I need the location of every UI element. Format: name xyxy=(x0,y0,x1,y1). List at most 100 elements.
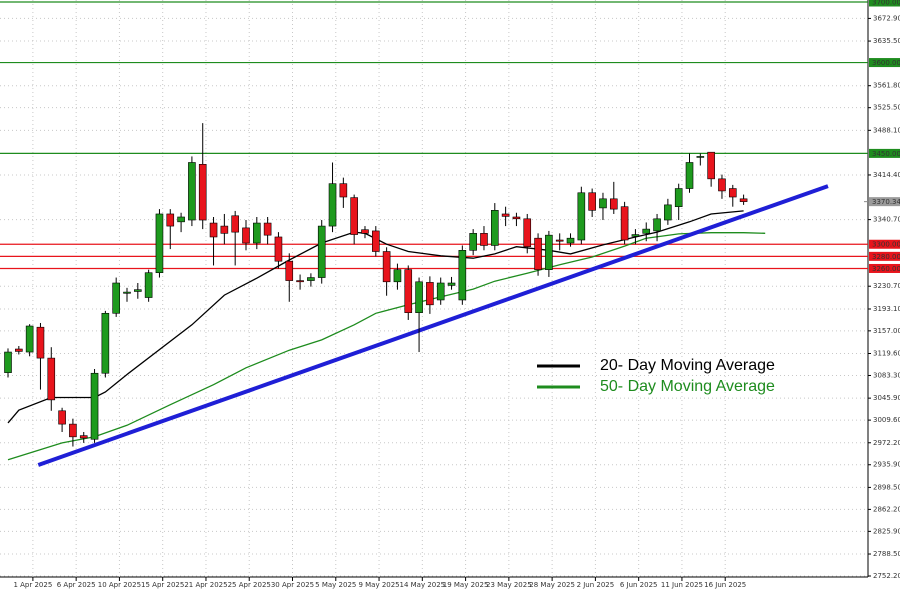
level-label-box xyxy=(869,58,900,68)
x-tick-label: 11 Jun 2025 xyxy=(661,581,703,589)
candle xyxy=(642,222,651,242)
candle-body xyxy=(490,210,499,246)
y-tick-label: 2825.90 xyxy=(873,527,900,535)
candle-body xyxy=(588,192,596,211)
level-label-box xyxy=(869,263,900,273)
x-tick-label: 16 Jun 2025 xyxy=(704,581,746,589)
candle-body xyxy=(144,272,153,298)
candle xyxy=(15,345,23,355)
candle-body xyxy=(404,269,413,313)
candle xyxy=(382,247,391,296)
candle xyxy=(123,287,131,302)
level-label-box xyxy=(869,0,900,7)
level-label-box xyxy=(869,251,900,261)
candle-body xyxy=(231,215,239,233)
candle xyxy=(155,209,164,278)
legend-label: 50- Day Moving Average xyxy=(600,378,775,395)
candle xyxy=(79,431,88,443)
candle-body xyxy=(339,183,348,198)
candle xyxy=(69,418,77,447)
candle xyxy=(415,277,423,353)
candle xyxy=(393,263,402,290)
x-tick-label: 5 May 2025 xyxy=(315,581,356,589)
candle xyxy=(620,201,629,245)
candle xyxy=(577,186,586,245)
candle-body xyxy=(393,269,402,283)
candle xyxy=(718,174,726,199)
candle-body xyxy=(274,236,283,262)
candle-body xyxy=(177,216,185,223)
candle xyxy=(101,310,110,378)
level-label: 3260.00 xyxy=(872,265,900,273)
y-tick-label: 3340.70 xyxy=(873,216,900,224)
candle xyxy=(588,188,596,217)
candle-body xyxy=(69,423,77,438)
candle xyxy=(177,212,185,233)
candle xyxy=(361,226,369,239)
candle xyxy=(317,220,326,284)
x-tick-label: 6 Apr 2025 xyxy=(57,581,96,589)
candle xyxy=(696,153,705,166)
candle-body xyxy=(415,281,423,313)
candle-body xyxy=(350,197,358,235)
candle xyxy=(90,369,99,443)
x-tick-label: 23 May 2025 xyxy=(486,581,532,589)
y-tick-label: 3045.90 xyxy=(873,394,900,402)
y-tick-label: 2788.50 xyxy=(873,550,900,558)
level-label: 3280.00 xyxy=(872,253,900,261)
candle xyxy=(447,276,456,290)
candle-body xyxy=(361,229,369,234)
y-tick-label: 2752.20 xyxy=(873,572,900,580)
y-tick-label: 3561.80 xyxy=(873,82,900,90)
candle-body xyxy=(642,228,651,234)
candle xyxy=(501,206,510,227)
candle xyxy=(231,210,239,266)
candle-body xyxy=(685,162,694,189)
candle xyxy=(545,230,553,277)
candle-body xyxy=(426,282,434,306)
candle xyxy=(188,156,196,227)
candle xyxy=(599,192,607,221)
candle-body xyxy=(328,183,337,227)
x-tick-label: 1 Apr 2025 xyxy=(13,581,52,589)
ma-line xyxy=(7,232,766,461)
x-tick-label: 9 May 2025 xyxy=(358,581,399,589)
candle xyxy=(674,183,683,221)
candle xyxy=(209,216,218,266)
candle-body xyxy=(436,282,445,301)
x-tick-label: 25 Apr 2025 xyxy=(228,581,271,589)
candle-body xyxy=(599,198,607,209)
candle xyxy=(631,229,640,245)
candle xyxy=(296,274,304,290)
candle-body xyxy=(620,206,629,241)
candle-body xyxy=(718,178,726,192)
candle xyxy=(4,348,12,378)
candle xyxy=(523,213,532,254)
candle-body xyxy=(653,218,661,232)
candle-body xyxy=(382,251,391,283)
y-tick-label: 3009.60 xyxy=(873,416,900,424)
y-tick-label: 3525.50 xyxy=(873,104,900,112)
candle xyxy=(112,277,120,317)
candle xyxy=(664,198,672,225)
candle xyxy=(436,277,445,305)
candle-body xyxy=(4,351,12,373)
candle-body xyxy=(372,230,380,252)
x-tick-label: 6 Jun 2025 xyxy=(620,581,658,589)
candle-body xyxy=(739,198,748,202)
candle-body xyxy=(696,156,705,158)
price-label: 3370.34 xyxy=(872,198,900,206)
candle xyxy=(36,322,45,390)
candle-body xyxy=(209,222,218,238)
y-tick-label: 3672.90 xyxy=(873,14,900,22)
candle-body xyxy=(253,222,261,244)
candle xyxy=(328,162,337,233)
candle-body xyxy=(112,282,120,314)
candle xyxy=(739,194,748,205)
legend-label: 20- Day Moving Average xyxy=(600,357,775,374)
candle-body xyxy=(555,239,564,242)
candle-body xyxy=(674,188,683,207)
candle-body xyxy=(79,435,88,439)
